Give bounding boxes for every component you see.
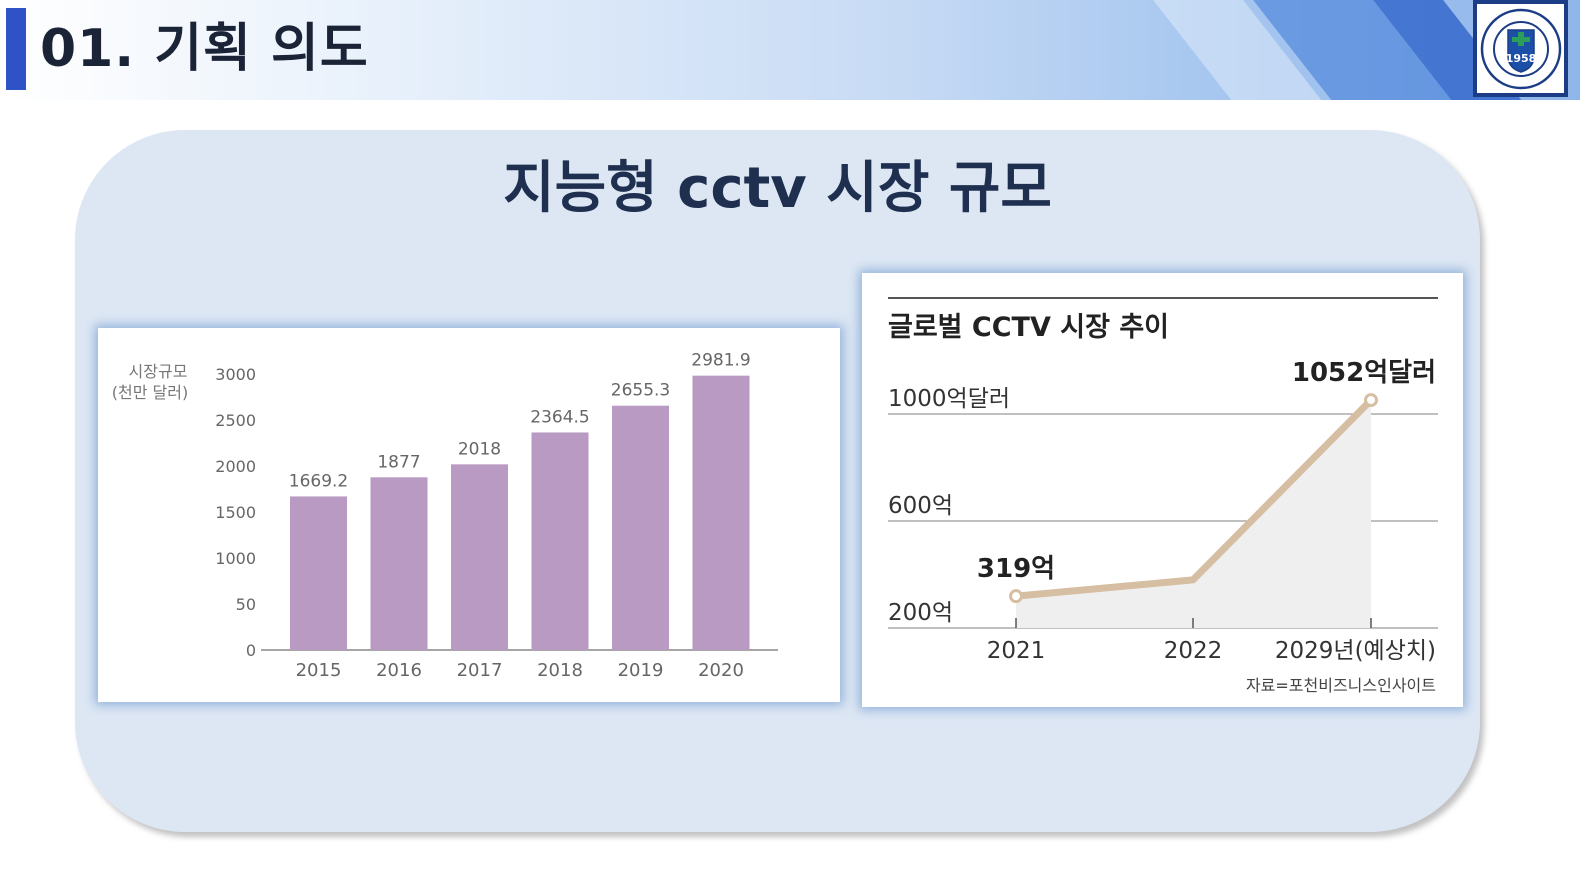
x-tick-label: 2018: [537, 660, 583, 681]
line-chart-card: 글로벌 CCTV 시장 추이 200억 600억 1000억달러 319억 1052억…: [862, 273, 1463, 707]
bar-value-label: 1877: [377, 452, 420, 472]
y-tick-label: 200억: [888, 600, 953, 626]
bar-value-label: 2018: [458, 439, 501, 459]
bar: [692, 375, 750, 650]
section-title: 지능형 cctv 시장 규모: [503, 156, 1052, 221]
x-tick-label: 2022: [1164, 638, 1223, 664]
college-logo: 1958: [1473, 0, 1568, 97]
y-tick-label: 600억: [888, 493, 953, 519]
x-tick-label: 2019: [618, 660, 664, 681]
bar-value-label: 2981.9: [691, 351, 750, 371]
bar: [451, 464, 508, 650]
y-tick-label: 3000: [215, 365, 256, 384]
college-seal-icon: 1958: [1480, 8, 1561, 89]
point-value-label: 1052억달러: [1292, 358, 1436, 388]
series-line: [1012, 396, 1375, 600]
y-tick-label: 2000: [215, 457, 256, 476]
line-chart-title: 글로벌 CCTV 시장 추이: [888, 312, 1169, 343]
bar: [370, 477, 428, 650]
x-tick-label: 2029년(예상치): [1275, 638, 1436, 664]
header-accent-bar: [6, 8, 26, 90]
bar-value-label: 1669.2: [289, 471, 348, 491]
y-tick-label: 1000억달러: [888, 386, 1010, 412]
x-tick-label: 2021: [987, 638, 1046, 664]
line-chart: 글로벌 CCTV 시장 추이 200억 600억 1000억달러 319억 1052억…: [888, 297, 1438, 695]
y-axis-unit: (천만 달러): [112, 383, 188, 402]
bar-chart-card: 시장규모 (천만 달러) 0 50 1000 1500 2000 2500 3000 166…: [98, 328, 840, 702]
logo-year: 1958: [1505, 52, 1536, 65]
bar: [290, 496, 347, 650]
bar-value-label: 2364.5: [530, 407, 589, 427]
data-source: 자료=포천비즈니스인사이트: [1246, 676, 1436, 695]
x-tick-label: 2020: [698, 660, 744, 681]
x-tick-label: 2017: [457, 660, 503, 681]
y-axis-title: 시장규모: [129, 362, 188, 381]
y-tick-label: 2500: [215, 411, 256, 430]
header-band: 01. 기획 의도: [0, 0, 1580, 100]
bar-chart: 시장규모 (천만 달러) 0 50 1000 1500 2000 2500 3000 166…: [112, 351, 778, 681]
y-tick-label: 1000: [215, 549, 256, 568]
y-tick-label: 0: [246, 641, 256, 660]
point-value-label: 319억: [977, 554, 1055, 584]
bar-value-label: 2655.3: [611, 381, 670, 401]
data-point: [1009, 589, 1023, 604]
x-tick-label: 2016: [376, 660, 422, 681]
y-tick-label: 1500: [215, 503, 256, 522]
line-area-fill: [1016, 400, 1371, 628]
page-title: 01. 기획 의도: [40, 19, 369, 79]
x-tick-label: 2015: [296, 660, 342, 681]
bar: [531, 432, 589, 650]
bar: [612, 405, 669, 650]
y-tick-label: 50: [236, 595, 256, 614]
data-point: [1364, 393, 1378, 408]
